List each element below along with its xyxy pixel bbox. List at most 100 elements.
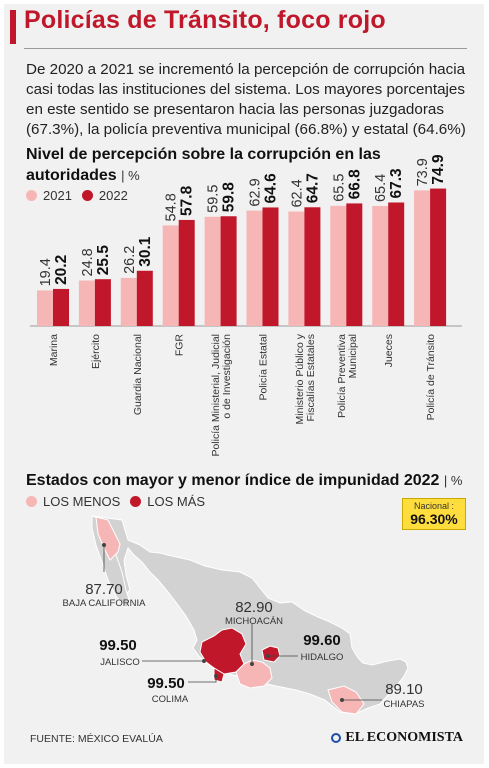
- bar-value-2022-3: 57.8: [179, 185, 196, 216]
- map-legend: LOS MENOS LOS MÁS: [26, 494, 205, 509]
- name-colima: COLIMA: [152, 694, 189, 705]
- leader-dot-chiapas: [340, 698, 344, 702]
- bar-value-2021-3: 54.8: [164, 193, 180, 221]
- category-label-7-line1: Municipal: [347, 334, 359, 378]
- leader-dot-michoacan: [250, 662, 254, 666]
- intro-paragraph: De 2020 a 2021 se incrementó la percepci…: [26, 61, 466, 138]
- map-unit-text: %: [450, 473, 463, 488]
- brand-mark-icon: [331, 733, 342, 743]
- bar-2022-2: [136, 270, 153, 326]
- legend-2021-swatch: [26, 190, 37, 201]
- bar-2022-9: [430, 188, 447, 326]
- name-jalisco: JALISCO: [100, 657, 140, 668]
- state-jalisco: [199, 627, 247, 675]
- name-michoacan: MICHOACÁN: [225, 616, 283, 627]
- state-baja-california: [95, 516, 121, 561]
- bar-chart-title: Nivel de percepción sobre la corrupción …: [26, 144, 406, 186]
- bar-2021-8: [372, 205, 389, 326]
- map-unit: | %: [443, 473, 463, 488]
- leader-colima: [188, 676, 217, 683]
- title-divider: [24, 48, 467, 49]
- legend-2021-label: 2021: [43, 188, 72, 203]
- category-label-1: Ejército: [90, 334, 102, 369]
- legend-less-swatch: [26, 496, 37, 507]
- value-baja-california: 87.70: [85, 581, 123, 598]
- bar-value-2022-5: 64.6: [263, 173, 280, 204]
- bar-2022-1: [94, 279, 111, 326]
- bar-2021-1: [78, 280, 95, 326]
- page-title: Policías de Tránsito, foco rojo: [24, 6, 386, 34]
- category-label-0: Marina: [48, 334, 60, 366]
- bar-2021-6: [288, 211, 305, 326]
- name-baja-california: BAJA CALIFORNIA: [63, 598, 147, 609]
- bar-value-2022-7: 66.8: [346, 169, 363, 200]
- legend-less-label: LOS MENOS: [43, 494, 121, 509]
- bar-value-2022-8: 67.3: [388, 168, 405, 199]
- category-label-4-line1: o de Investigación: [221, 334, 233, 419]
- bar-value-2021-6: 62.4: [289, 179, 305, 207]
- national-value: 96.30%: [410, 511, 458, 527]
- national-label: Nacional :: [413, 501, 455, 511]
- bar-2022-7: [346, 203, 363, 326]
- bar-2021-0: [37, 290, 53, 326]
- bar-2022-4: [220, 216, 237, 326]
- bar-2022-3: [178, 219, 195, 326]
- bar-chart-unit: | %: [121, 168, 140, 183]
- bar-value-2021-1: 24.8: [80, 248, 96, 276]
- bar-2022-8: [388, 202, 405, 326]
- bar-value-2021-0: 19.4: [38, 258, 54, 286]
- bar-value-2022-9: 74.9: [430, 154, 447, 185]
- bar-chart: 19.4 20.2 Marina 24.8 25.5 Ejército 26.2 30.1 Gu…: [30, 154, 462, 457]
- leader-dot-baja: [102, 543, 106, 547]
- leader-dot-hidalgo: [266, 654, 270, 658]
- category-label-5: Policía Estatal: [258, 334, 270, 401]
- bar-value-2021-9: 73.9: [415, 158, 431, 186]
- category-label-4-line0: Policía Ministerial, Judicial: [210, 334, 222, 457]
- title-accent-bar: [10, 10, 16, 44]
- brand-logo: EL ECONOMISTA: [331, 730, 463, 746]
- value-michoacan: 82.90: [235, 599, 273, 616]
- bar-value-2021-4: 59.5: [206, 185, 222, 213]
- mexico-outline: [91, 515, 409, 715]
- bar-value-2021-2: 26.2: [122, 246, 138, 274]
- bar-2022-6: [304, 207, 321, 326]
- legend-more-swatch: [130, 496, 142, 507]
- category-label-6-line1: Fiscalías Estatales: [305, 334, 317, 422]
- map-title-text: Estados con mayor y menor índice de impu…: [26, 472, 440, 489]
- category-label-2: Guardia Nacional: [132, 334, 144, 415]
- value-hidalgo: 99.60: [303, 632, 341, 649]
- bar-2021-9: [414, 190, 431, 326]
- bar-2021-3: [162, 225, 179, 326]
- bar-chart-unit-text: %: [128, 168, 140, 183]
- bar-value-2021-7: 65.5: [331, 174, 347, 202]
- bar-value-2022-4: 59.8: [221, 182, 238, 213]
- value-colima: 99.50: [147, 675, 185, 692]
- bar-value-2022-6: 64.7: [304, 173, 321, 203]
- legend-2022-swatch: [81, 190, 93, 201]
- category-label-7-line0: Policía Preventiva: [336, 334, 348, 418]
- legend-more-label: LOS MÁS: [147, 494, 206, 509]
- bar-value-2021-8: 65.4: [373, 174, 389, 202]
- value-chiapas: 89.10: [385, 681, 423, 698]
- bar-2021-5: [246, 210, 263, 326]
- state-michoacan: [235, 659, 273, 689]
- bar-value-2021-5: 62.9: [248, 178, 264, 206]
- bar-value-2022-0: 20.2: [53, 255, 70, 285]
- bar-value-2022-1: 25.5: [95, 245, 112, 276]
- bar-2021-2: [120, 277, 137, 326]
- bar-value-2022-2: 30.1: [137, 236, 154, 267]
- leader-dot-jalisco: [202, 659, 206, 663]
- bar-2022-5: [262, 207, 279, 326]
- bar-2021-4: [204, 216, 221, 326]
- category-label-9: Policía de Tránsito: [425, 334, 437, 421]
- map-title: Estados con mayor y menor índice de impu…: [26, 470, 462, 491]
- bar-chart-title-text: Nivel de percepción sobre la corrupción …: [26, 146, 381, 184]
- category-label-3: FGR: [174, 334, 186, 357]
- category-label-6-line0: Ministerio Público y: [294, 333, 306, 424]
- bar-2021-7: [330, 205, 347, 326]
- brand-name: EL ECONOMISTA: [345, 730, 463, 745]
- bar-2022-0: [53, 288, 69, 326]
- category-label-8: Jueces: [383, 334, 395, 367]
- source-note: FUENTE: MÉXICO EVALÚA: [30, 733, 163, 745]
